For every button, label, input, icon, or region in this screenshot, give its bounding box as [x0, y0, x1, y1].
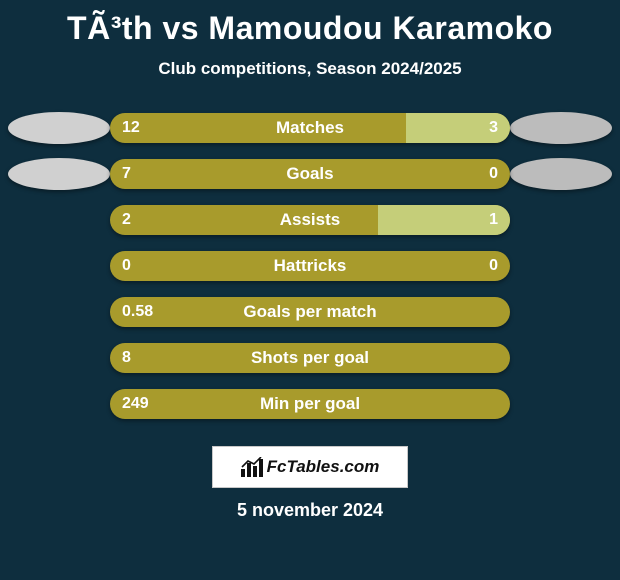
stat-bar: 249Min per goal — [110, 389, 510, 419]
player-left-avatar-row — [8, 112, 110, 144]
stats-rows: 12Matches37Goals02Assists10Hattricks00.5… — [0, 105, 620, 427]
stat-label: Shots per goal — [110, 343, 510, 373]
player-left-avatar-row — [8, 158, 110, 190]
fctables-chart-icon — [241, 457, 263, 477]
source-logo: FcTables.com — [212, 446, 408, 488]
stat-value-right: 0 — [489, 159, 498, 189]
player-right-avatar-row — [510, 158, 612, 190]
stat-row-shots-per-goal: 8Shots per goal — [0, 335, 620, 381]
stat-label: Goals — [110, 159, 510, 189]
stat-row-goals-per-match: 0.58Goals per match — [0, 289, 620, 335]
page-title: TÃ³th vs Mamoudou Karamoko — [0, 0, 620, 47]
stat-row-hattricks: 0Hattricks0 — [0, 243, 620, 289]
player-right-avatar-row — [510, 112, 612, 144]
stat-value-right: 1 — [489, 205, 498, 235]
subtitle: Club competitions, Season 2024/2025 — [0, 59, 620, 79]
source-logo-text: FcTables.com — [267, 457, 380, 477]
stat-row-min-per-goal: 249Min per goal — [0, 381, 620, 427]
stat-label: Goals per match — [110, 297, 510, 327]
stat-row-matches: 12Matches3 — [0, 105, 620, 151]
stat-label: Matches — [110, 113, 510, 143]
stat-bar: 2Assists1 — [110, 205, 510, 235]
stat-value-right: 3 — [489, 113, 498, 143]
stat-bar: 12Matches3 — [110, 113, 510, 143]
stat-value-right: 0 — [489, 251, 498, 281]
stat-bar: 8Shots per goal — [110, 343, 510, 373]
stat-row-assists: 2Assists1 — [0, 197, 620, 243]
stat-bar: 0Hattricks0 — [110, 251, 510, 281]
stat-bar: 0.58Goals per match — [110, 297, 510, 327]
stat-label: Hattricks — [110, 251, 510, 281]
stat-label: Assists — [110, 205, 510, 235]
stat-bar: 7Goals0 — [110, 159, 510, 189]
stat-label: Min per goal — [110, 389, 510, 419]
stat-row-goals: 7Goals0 — [0, 151, 620, 197]
date-caption: 5 november 2024 — [0, 500, 620, 521]
